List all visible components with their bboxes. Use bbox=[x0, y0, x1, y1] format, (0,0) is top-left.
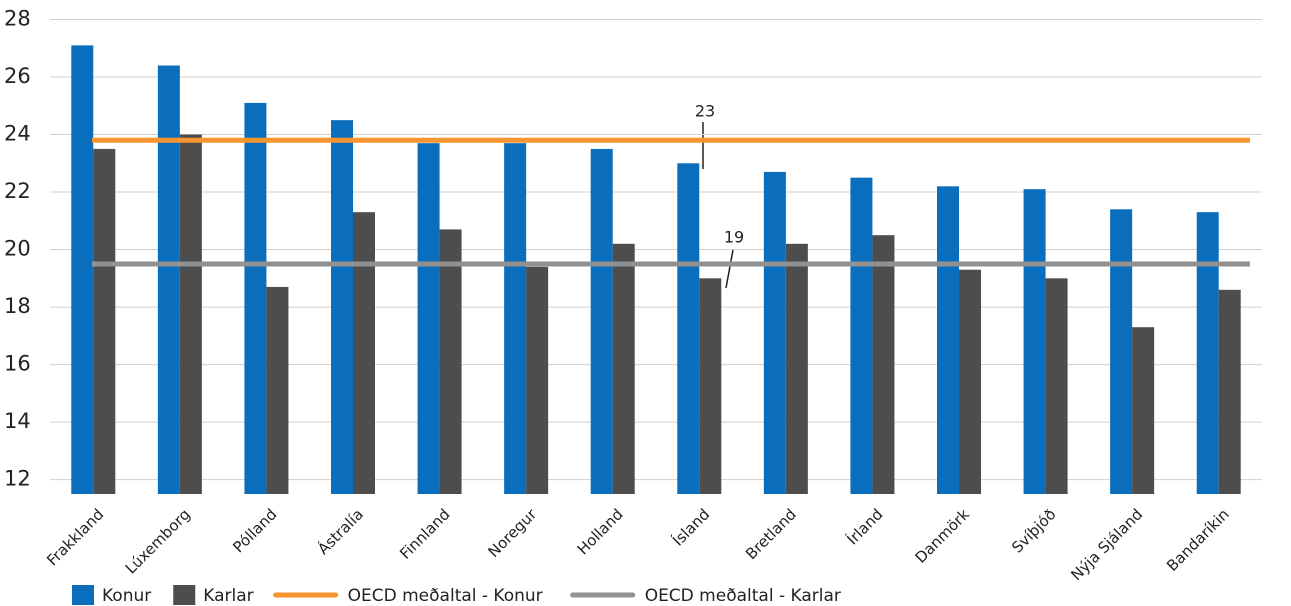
x-tick-label: Bretland bbox=[742, 505, 800, 563]
bar bbox=[785, 243, 808, 494]
bar bbox=[417, 143, 440, 494]
bar bbox=[504, 143, 527, 494]
bar bbox=[612, 243, 635, 494]
x-tick-label: Svíþjóð bbox=[1008, 505, 1059, 556]
bar bbox=[590, 148, 613, 494]
bar bbox=[699, 278, 722, 494]
bar bbox=[677, 163, 700, 494]
y-tick-label: 14 bbox=[4, 409, 31, 433]
bar bbox=[763, 171, 786, 494]
bar bbox=[157, 65, 180, 494]
bar bbox=[179, 134, 202, 495]
legend-label: OECD meðaltal - Karlar bbox=[645, 586, 841, 606]
y-tick-label: 28 bbox=[4, 7, 31, 31]
x-tick-label: Ástralía bbox=[313, 505, 367, 559]
annotation: 19 bbox=[724, 228, 744, 247]
legend-label: Konur bbox=[102, 586, 151, 606]
bar bbox=[1196, 212, 1219, 494]
legend-swatch bbox=[72, 585, 94, 605]
x-tick-label: Írland bbox=[843, 505, 887, 549]
annotation: 23 bbox=[695, 102, 715, 121]
bar bbox=[937, 186, 959, 495]
bar bbox=[959, 269, 981, 494]
bar bbox=[1045, 278, 1068, 494]
bar bbox=[244, 102, 267, 494]
legend-label: OECD meðaltal - Konur bbox=[348, 586, 543, 606]
bar bbox=[71, 45, 94, 495]
bar bbox=[850, 177, 873, 494]
y-tick-label: 12 bbox=[4, 467, 31, 491]
y-tick-label: 20 bbox=[4, 237, 31, 261]
bar bbox=[93, 148, 116, 494]
bar bbox=[1110, 209, 1133, 495]
annotation-leader bbox=[725, 249, 734, 289]
x-tick-label: Finnland bbox=[396, 505, 453, 562]
bar bbox=[1218, 289, 1241, 494]
legend-label: Karlar bbox=[203, 586, 253, 606]
bar bbox=[266, 286, 289, 494]
bar bbox=[331, 120, 353, 495]
bar bbox=[526, 266, 549, 494]
x-tick-label: Holland bbox=[574, 505, 627, 558]
x-tick-label: Pólland bbox=[229, 505, 280, 556]
bar bbox=[872, 235, 895, 495]
x-tick-label: Danmörk bbox=[912, 505, 974, 567]
bar bbox=[1132, 327, 1155, 494]
x-tick-label: Lúxemborg bbox=[122, 505, 194, 577]
bar bbox=[1023, 189, 1046, 494]
x-tick-label: Bandaríkin bbox=[1163, 505, 1233, 575]
y-tick-label: 22 bbox=[4, 179, 31, 203]
x-tick-label: Ísland bbox=[668, 505, 713, 550]
y-tick-label: 26 bbox=[4, 64, 31, 88]
x-tick-label: Nýja Sjáland bbox=[1067, 505, 1146, 584]
y-tick-label: 18 bbox=[4, 294, 31, 318]
bar bbox=[353, 212, 375, 494]
x-tick-label: Frakkland bbox=[43, 505, 107, 569]
y-tick-label: 24 bbox=[4, 122, 31, 146]
legend-swatch bbox=[173, 585, 196, 605]
bar bbox=[439, 229, 462, 494]
y-tick-label: 16 bbox=[4, 352, 31, 376]
x-tick-label: Noregur bbox=[485, 505, 541, 561]
